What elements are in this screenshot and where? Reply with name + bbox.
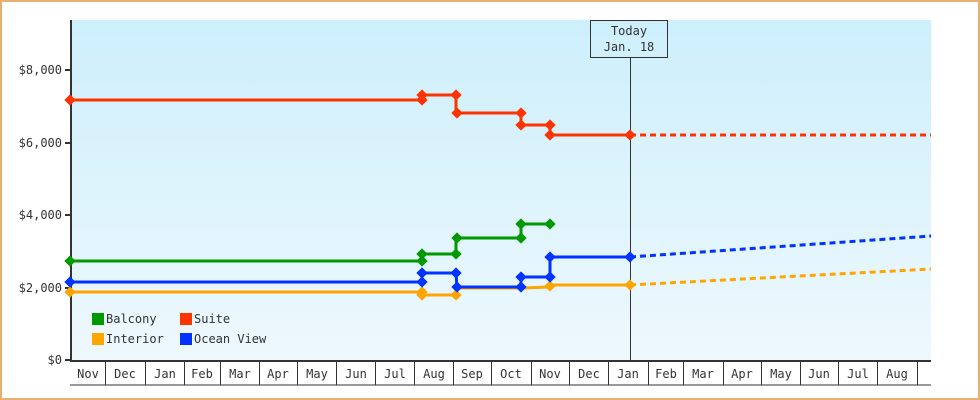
x-label: Jun	[808, 367, 830, 381]
legend-item-balcony: Balcony	[92, 311, 180, 327]
y-label-6000: $6,000	[19, 136, 62, 150]
chart-legend: Balcony Suite Interior Ocean View	[92, 311, 290, 347]
legend-item-interior: Interior	[92, 331, 180, 347]
x-label: Feb	[655, 367, 677, 381]
suite-swatch-icon	[180, 313, 192, 325]
x-label: Mar	[692, 367, 714, 381]
x-label: Nov	[539, 367, 561, 381]
x-label: Mar	[229, 367, 251, 381]
x-label: Jul	[847, 367, 869, 381]
x-label: Jun	[345, 367, 367, 381]
y-label-4000: $4,000	[19, 208, 62, 222]
x-label: Dec	[114, 367, 136, 381]
legend-item-ocean-view: Ocean View	[180, 331, 290, 347]
ocean-view-markers	[64, 251, 636, 293]
y-label-0: $0	[48, 353, 62, 367]
x-label: Oct	[500, 367, 522, 381]
x-label: Jan	[154, 367, 176, 381]
legend-item-suite: Suite	[180, 311, 290, 327]
x-label: Jul	[384, 367, 406, 381]
y-tick-labels: $8,000 $6,000 $4,000 $2,000 $0	[19, 63, 62, 367]
x-label: Jan	[617, 367, 639, 381]
plot-area	[71, 20, 931, 360]
x-label: Apr	[267, 367, 289, 381]
legend-label: Balcony	[106, 312, 157, 326]
x-label: Dec	[578, 367, 600, 381]
interior-markers	[64, 279, 636, 301]
x-label: Apr	[731, 367, 753, 381]
x-label: Nov	[77, 367, 99, 381]
legend-label: Interior	[106, 332, 164, 346]
x-axis	[70, 360, 931, 386]
x-label: May	[306, 367, 328, 381]
x-label: Sep	[461, 367, 483, 381]
today-marker-label: Today Jan. 18	[590, 20, 668, 58]
x-label: Feb	[191, 367, 213, 381]
balcony-swatch-icon	[92, 313, 104, 325]
y-label-8000: $8,000	[19, 63, 62, 77]
y-label-2000: $2,000	[19, 281, 62, 295]
today-label: Today	[610, 24, 648, 38]
legend-label: Ocean View	[194, 332, 267, 346]
x-label: May	[770, 367, 792, 381]
x-label: Aug	[886, 367, 908, 381]
interior-swatch-icon	[92, 333, 104, 345]
today-date: Jan. 18	[603, 40, 655, 54]
x-tick-labels: Nov Dec Jan Feb Mar Apr May Jun Jul Aug …	[77, 367, 908, 381]
legend-label: Suite	[194, 312, 231, 326]
x-label: Aug	[423, 367, 445, 381]
ocean-view-swatch-icon	[180, 333, 192, 345]
